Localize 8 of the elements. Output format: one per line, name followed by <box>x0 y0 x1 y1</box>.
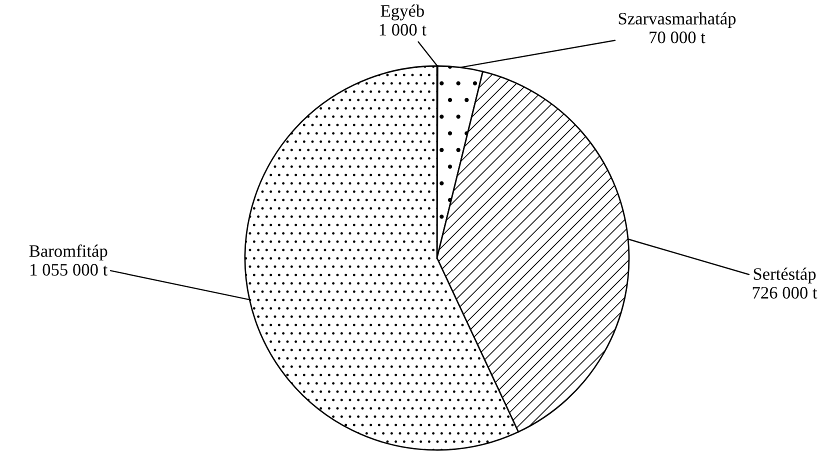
data-label: 70 000 t <box>650 32 706 44</box>
slice-label: Szarvasmarhatáp <box>618 12 736 28</box>
data-label: 1 000 t <box>380 24 426 36</box>
slice-label: Egyéb <box>380 4 424 20</box>
slice-label: Baromfitáp <box>29 244 108 260</box>
slice-label: Sertéstáp <box>754 268 816 284</box>
data-label: 726 000 t <box>752 286 818 299</box>
data-label: 1 055 000 t <box>30 264 108 276</box>
